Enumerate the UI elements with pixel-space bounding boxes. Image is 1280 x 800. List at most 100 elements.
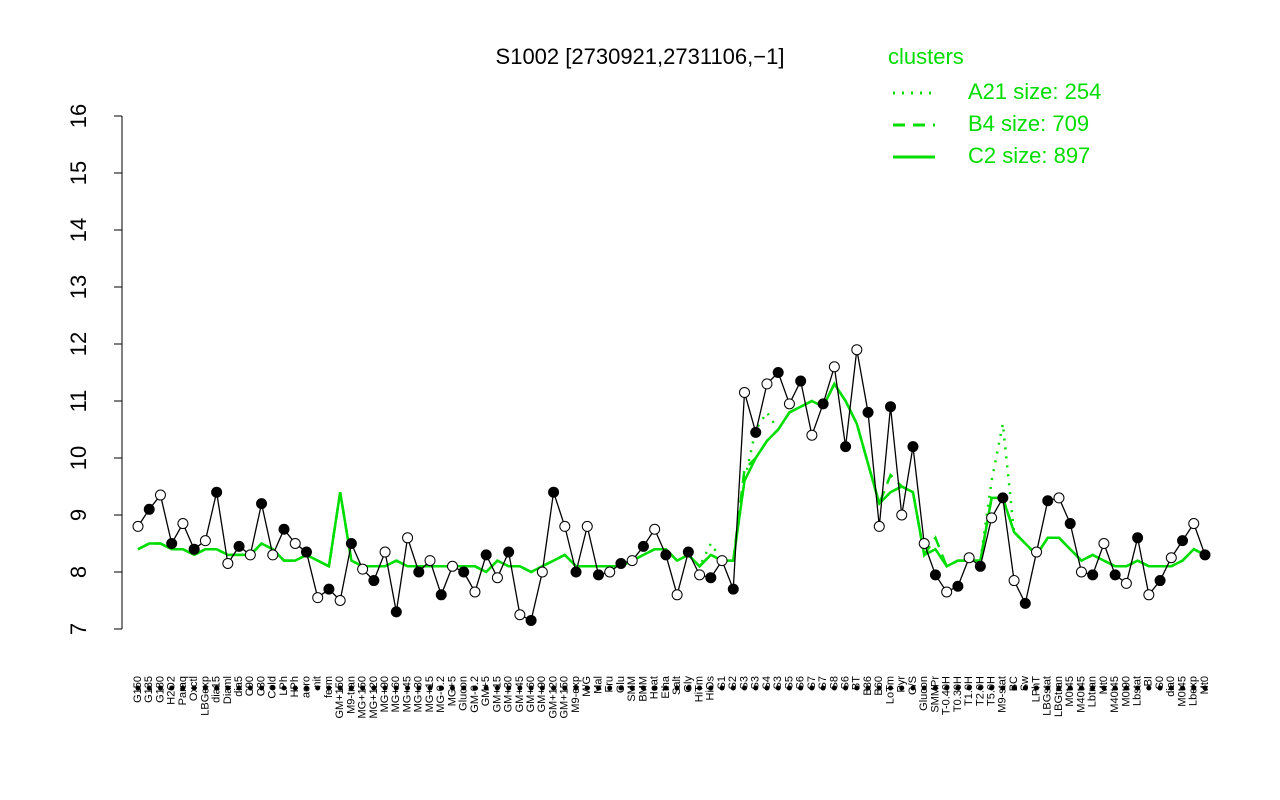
line <box>137 349 1206 622</box>
x-tick-label: S3 <box>772 676 784 689</box>
x-tick-label: MG+5 <box>446 676 458 706</box>
x-tick-label: M40t45 <box>1075 676 1087 713</box>
x-tick-label: HiOs <box>705 676 717 701</box>
x-tick-label: Lbexp <box>1188 676 1200 706</box>
x-tick <box>708 685 714 691</box>
x-tick <box>977 685 983 691</box>
x-tick <box>932 685 938 691</box>
x-tick-label: Diaml <box>222 676 234 704</box>
x-tick <box>562 685 568 691</box>
point <box>390 606 402 618</box>
point <box>480 549 492 561</box>
x-tick <box>315 685 321 691</box>
point <box>233 540 245 552</box>
x-tick <box>742 685 748 691</box>
x-tick <box>326 685 332 691</box>
point <box>446 560 458 572</box>
x-tick-label: S3 <box>750 676 762 689</box>
point <box>929 569 941 581</box>
point <box>806 429 818 441</box>
point <box>267 549 279 561</box>
x-tick <box>955 685 961 691</box>
x-tick-label: MG+90 <box>379 676 391 712</box>
point <box>1177 535 1189 547</box>
x-tick-label: GM+5 <box>480 676 492 706</box>
x-tick-label: Oxctl <box>188 676 200 701</box>
x-tick-label: S7 <box>817 676 829 689</box>
point <box>244 549 256 561</box>
x-tick <box>438 685 444 691</box>
point <box>177 518 189 530</box>
x-tick-label: S8 <box>828 676 840 689</box>
point <box>907 441 919 453</box>
x-tick-label: BT <box>851 676 863 690</box>
x-tick <box>607 685 613 691</box>
point <box>132 520 144 532</box>
x-tick-label: Heat <box>649 676 661 699</box>
x-tick <box>584 685 590 691</box>
point <box>1064 518 1076 530</box>
x-tick <box>259 685 265 691</box>
point <box>626 555 638 567</box>
x-tick-label: C30 <box>255 676 267 696</box>
x-tick <box>1135 685 1141 691</box>
point <box>1120 577 1132 589</box>
point <box>525 614 537 626</box>
x-tick <box>573 685 579 691</box>
x-tick <box>551 685 557 691</box>
x-tick <box>393 685 399 691</box>
x-tick <box>899 685 905 691</box>
x-tick <box>270 685 276 691</box>
point <box>592 569 604 581</box>
x-tick <box>360 685 366 691</box>
point <box>199 535 211 547</box>
point <box>1132 532 1144 544</box>
point <box>435 589 447 601</box>
x-tick <box>539 685 545 691</box>
y-tick-label: 14 <box>66 218 91 242</box>
x-tick-label: MG-0.2 <box>435 676 447 713</box>
x-tick-label: BC <box>1008 676 1020 691</box>
x-tick-label: aero <box>300 676 312 698</box>
point <box>289 538 301 549</box>
point <box>615 557 627 569</box>
x-tick <box>337 685 343 691</box>
y-tick-label: 12 <box>66 332 91 356</box>
x-tick-label: S2 <box>727 676 739 689</box>
x-tick <box>1202 685 1208 691</box>
x-tick <box>483 685 489 691</box>
x-tick <box>685 685 691 691</box>
x-tick-label: LBGstat <box>1042 676 1054 716</box>
point <box>211 486 223 498</box>
point <box>873 520 885 532</box>
x-tick-label: Cold <box>267 676 279 699</box>
x-tick <box>1101 685 1107 691</box>
point <box>896 509 908 521</box>
point <box>491 572 503 584</box>
x-tick-label: Pyr <box>896 676 908 693</box>
point <box>1008 575 1020 587</box>
point <box>986 512 998 524</box>
y-tick-label: 7 <box>66 623 91 635</box>
x-tick <box>831 685 837 691</box>
x-tick <box>618 685 624 691</box>
x-tick-label: S3 <box>738 676 750 689</box>
x-tick-label: T2.0H <box>974 676 986 706</box>
x-tick-label: T-0.40H <box>941 676 953 715</box>
point <box>705 572 717 584</box>
point <box>637 540 649 552</box>
x-tick <box>663 685 669 691</box>
x-tick-label: LBGtran <box>1053 676 1065 717</box>
x-tick-label: S1 <box>716 676 728 689</box>
x-tick <box>1067 685 1073 691</box>
point <box>840 441 852 453</box>
point <box>671 589 683 601</box>
x-tick <box>1056 685 1062 691</box>
x-tick <box>876 685 882 691</box>
x-tick <box>640 685 646 691</box>
x-tick <box>528 685 534 691</box>
point <box>334 595 346 606</box>
y-tick-label: 11 <box>66 390 91 413</box>
x-tick-label: GM+60 <box>525 676 537 712</box>
x-tick-label: Fru <box>604 676 616 693</box>
